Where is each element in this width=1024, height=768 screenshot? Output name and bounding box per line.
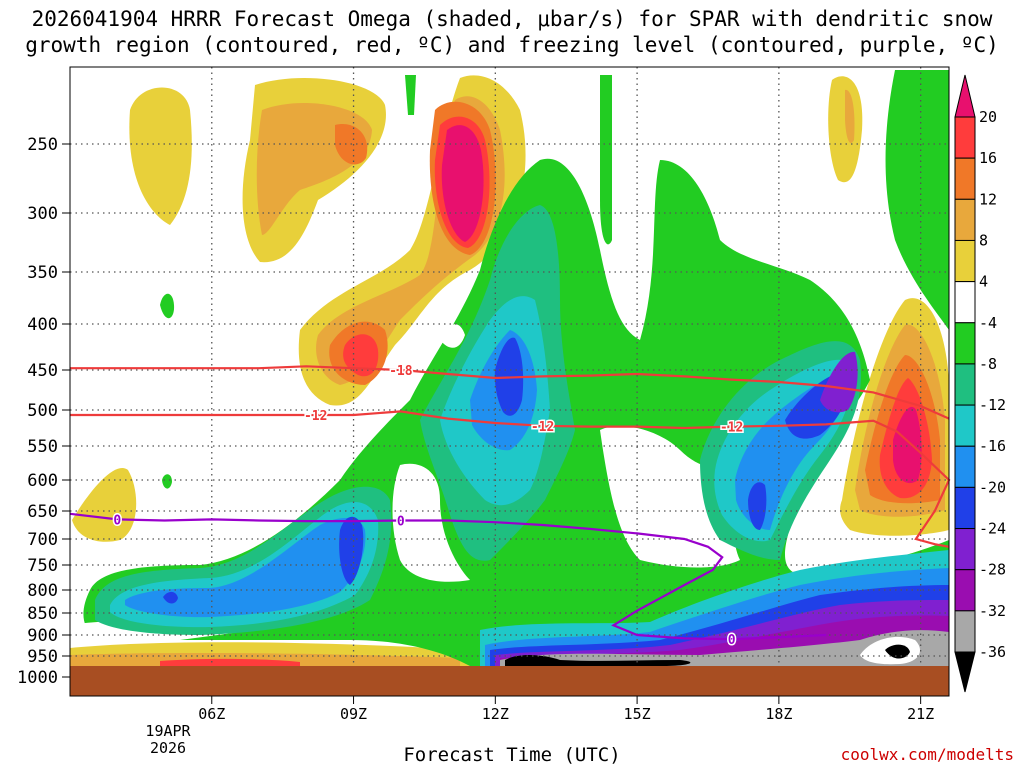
credit-text: coolwx.com/modelts: [840, 745, 1014, 764]
y-tick-label: 550: [27, 437, 58, 457]
y-tick-label: 850: [27, 604, 58, 624]
omega-negative-region: [160, 293, 175, 319]
omega-positive-region: [441, 125, 484, 242]
omega-negative-region: [405, 75, 416, 115]
colorbar-label: 16: [979, 149, 997, 167]
colorbar-segment: [954, 528, 976, 571]
axes: 2503003504004505005506006507007508008509…: [17, 135, 934, 723]
y-tick-label: 250: [27, 135, 58, 155]
colorbar-label: -20: [979, 478, 1006, 496]
contour-label: -18: [389, 364, 413, 379]
colorbar-segment: [954, 157, 976, 200]
contour-label: 0: [397, 515, 405, 530]
contour-lines: -18 -12 -12 -12 0 0 0: [69, 363, 951, 650]
title-line-1: 2026041904 HRRR Forecast Omega (shaded, …: [31, 7, 993, 31]
y-tick-label: 650: [27, 502, 58, 522]
x-tick-label: 21Z: [907, 705, 934, 723]
omega-positive-region: [160, 658, 300, 666]
y-tick-label: 700: [27, 530, 58, 550]
colorbar-segment: [954, 198, 976, 241]
y-tick-label: 450: [27, 361, 58, 381]
contour-label: -12: [304, 409, 327, 424]
omega-negative-region: [500, 630, 949, 666]
ground-surface: [70, 666, 949, 696]
y-tick-label: 900: [27, 626, 58, 646]
colorbar-label: 4: [979, 273, 988, 291]
colorbar-label: -36: [979, 643, 1006, 661]
y-tick-label: 1000: [17, 668, 58, 688]
omega-negative-region: [885, 70, 949, 330]
colorbar-label: -12: [979, 396, 1006, 414]
colorbar-bottom-arrow: [954, 651, 976, 693]
contour-freezing-level: [69, 512, 827, 641]
colorbar-segment: [954, 569, 976, 612]
colorbar-segment: [954, 281, 976, 324]
omega-negative-region: [162, 474, 172, 489]
colorbar-segment: [954, 404, 976, 447]
contour-dgz-bottom: [70, 410, 951, 548]
omega-positive-region: [828, 76, 863, 183]
colorbar-top-arrow: [954, 74, 976, 118]
colorbar-segment: [954, 239, 976, 283]
omega-negative-region: [125, 518, 366, 618]
x-axis-title: Forecast Time (UTC): [403, 744, 621, 766]
contour-label: -12: [720, 421, 743, 436]
colorbar-segment: [954, 363, 976, 406]
omega-negative-region: [748, 482, 767, 530]
contour-label: -12: [531, 420, 554, 435]
x-tick-label: 18Z: [765, 705, 792, 723]
chart-title: 2026041904 HRRR Forecast Omega (shaded, …: [0, 6, 1024, 58]
colorbar-segment: [954, 610, 976, 653]
colorbar-label: -24: [979, 520, 1006, 538]
omega-negative-region: [163, 591, 178, 604]
colorbar-label: -28: [979, 561, 1006, 579]
omega-negative-region: [820, 351, 858, 413]
omega-neutral-region: [392, 463, 470, 582]
colorbar-segment: [954, 322, 976, 365]
contour-label: 0: [728, 633, 736, 648]
contour-dgz-top: [70, 365, 950, 420]
x-tick-label: 12Z: [482, 705, 509, 723]
y-tick-label: 950: [27, 647, 58, 667]
omega-positive-region: [893, 406, 922, 484]
colorbar-label: -32: [979, 602, 1006, 620]
omega-negative-region: [339, 516, 364, 585]
y-tick-label: 300: [27, 204, 58, 224]
y-tick-label: 750: [27, 556, 58, 576]
y-tick-label: 350: [27, 263, 58, 283]
omega-negative-region: [505, 655, 691, 666]
colorbar-segment: [954, 116, 976, 159]
colorbar-segment: [954, 486, 976, 530]
contour-label: 0: [113, 513, 121, 528]
colorbar-label: -4: [979, 314, 997, 332]
colorbar-label: -16: [979, 437, 1006, 455]
title-line-2: growth region (contoured, red, ºC) and f…: [25, 33, 999, 57]
y-tick-label: 600: [27, 471, 58, 491]
omega-negative-region: [885, 644, 910, 659]
y-tick-label: 500: [27, 401, 58, 421]
omega-negative-region: [600, 75, 612, 245]
colorbar-label: 12: [979, 190, 997, 208]
y-tick-label: 400: [27, 315, 58, 335]
colorbar: 20 16 12 8 4 -4 -8 -12 -16 -20 -24 -28 -32 -36: [954, 74, 1006, 693]
omega-positive-region: [129, 87, 192, 225]
x-tick-label: 15Z: [624, 705, 651, 723]
colorbar-label: -8: [979, 355, 997, 373]
plot-frame: [69, 66, 950, 697]
x-tick-label: 06Z: [198, 705, 225, 723]
omega-positive-region: [72, 468, 137, 542]
date-label-line1: 19APR: [145, 722, 191, 740]
colorbar-segment: [954, 445, 976, 488]
omega-shading: [70, 70, 949, 666]
x-tick-label: 09Z: [340, 705, 367, 723]
date-label-line2: 2026: [150, 739, 186, 757]
omega-positive-region: [845, 89, 855, 144]
colorbar-label: 8: [979, 231, 988, 249]
omega-neutral-region: [440, 324, 465, 348]
omega-positive-region: [343, 334, 379, 377]
y-tick-label: 800: [27, 581, 58, 601]
colorbar-label: 20: [979, 108, 997, 126]
